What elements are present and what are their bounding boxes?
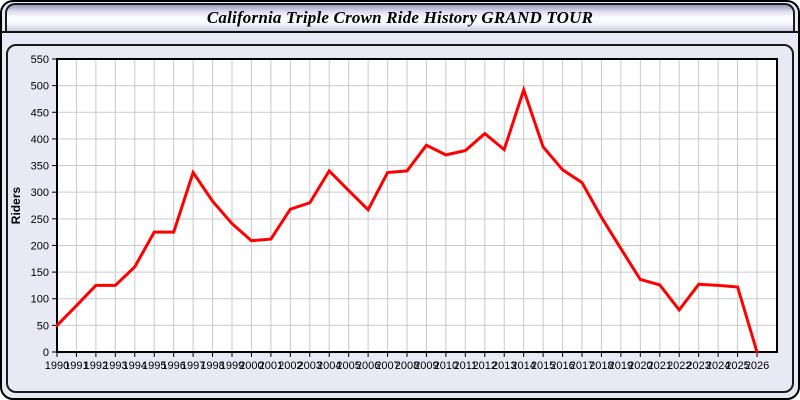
- titlebar: California Triple Crown Ride History GRA…: [5, 3, 795, 31]
- chart-panel: [6, 44, 794, 393]
- titlebar-strip: California Triple Crown Ride History GRA…: [2, 2, 798, 33]
- page-title: California Triple Crown Ride History GRA…: [206, 8, 594, 27]
